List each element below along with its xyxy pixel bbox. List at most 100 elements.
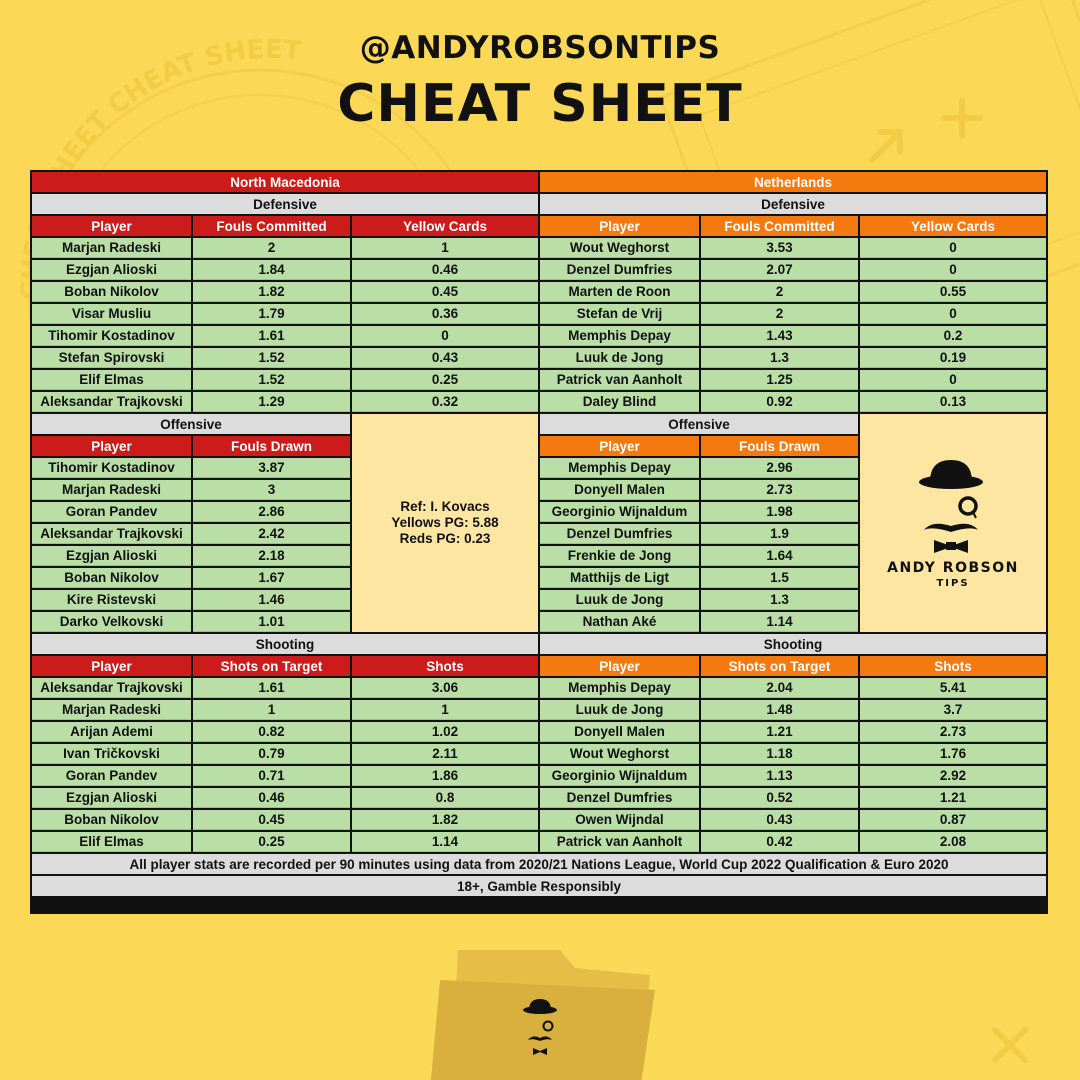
- shooting-header-cell: Shots: [352, 656, 538, 676]
- shooting-header-cell: Player: [540, 656, 699, 676]
- shooting-header-cell: Shots: [860, 656, 1046, 676]
- shooting-header-cell: Shots on Target: [701, 656, 858, 676]
- defensive-header-cell: Fouls Committed: [701, 216, 858, 236]
- page-title: CHEAT SHEET: [337, 74, 743, 134]
- stat-value-cell: 1.61: [193, 326, 350, 346]
- stat-value-cell: 0.45: [352, 282, 538, 302]
- stat-value-cell: 1.86: [352, 766, 538, 786]
- player-name-cell: Aleksandar Trajkovski: [32, 678, 191, 698]
- stat-value-cell: 2: [701, 282, 858, 302]
- player-name-cell: Donyell Malen: [540, 480, 699, 500]
- stat-value-cell: 0.43: [701, 810, 858, 830]
- player-name-cell: Boban Nikolov: [32, 282, 191, 302]
- player-name-cell: Stefan de Vrij: [540, 304, 699, 324]
- player-name-cell: Marten de Roon: [540, 282, 699, 302]
- stat-value-cell: 3.87: [193, 458, 350, 478]
- player-name-cell: Stefan Spirovski: [32, 348, 191, 368]
- player-name-cell: Ezgjan Alioski: [32, 788, 191, 808]
- player-name-cell: Memphis Depay: [540, 458, 699, 478]
- stat-value-cell: 1.9: [701, 524, 858, 544]
- stat-value-cell: 1.84: [193, 260, 350, 280]
- stat-value-cell: 1.61: [193, 678, 350, 698]
- team-header-left: North Macedonia: [32, 172, 538, 192]
- stat-value-cell: 0.45: [193, 810, 350, 830]
- shooting-header-cell: Shots on Target: [193, 656, 350, 676]
- stat-value-cell: 0: [860, 304, 1046, 324]
- stat-value-cell: 0: [860, 238, 1046, 258]
- player-name-cell: Matthijs de Ligt: [540, 568, 699, 588]
- stat-value-cell: 1.64: [701, 546, 858, 566]
- stat-value-cell: 0.55: [860, 282, 1046, 302]
- stat-value-cell: 2.08: [860, 832, 1046, 852]
- player-name-cell: Aleksandar Trajkovski: [32, 524, 191, 544]
- defensive-header-cell: Yellow Cards: [352, 216, 538, 236]
- stat-value-cell: 2.07: [701, 260, 858, 280]
- defensive-header-cell: Yellow Cards: [860, 216, 1046, 236]
- stat-value-cell: 0.43: [352, 348, 538, 368]
- stat-value-cell: 3.53: [701, 238, 858, 258]
- stat-value-cell: 0.32: [352, 392, 538, 412]
- stat-value-cell: 0.8: [352, 788, 538, 808]
- stat-value-cell: 1.18: [701, 744, 858, 764]
- player-name-cell: Nathan Aké: [540, 612, 699, 632]
- stat-value-cell: 0.42: [701, 832, 858, 852]
- stat-value-cell: 0.71: [193, 766, 350, 786]
- stat-value-cell: 1.43: [701, 326, 858, 346]
- stat-value-cell: 5.41: [860, 678, 1046, 698]
- logo-text-line1: ANDY ROBSON: [887, 559, 1019, 576]
- stat-value-cell: 3.06: [352, 678, 538, 698]
- player-name-cell: Marjan Radeski: [32, 238, 191, 258]
- stat-value-cell: 2.04: [701, 678, 858, 698]
- stat-value-cell: 0.46: [352, 260, 538, 280]
- player-name-cell: Wout Weghorst: [540, 238, 699, 258]
- stat-value-cell: 0.79: [193, 744, 350, 764]
- stat-value-cell: 1.14: [701, 612, 858, 632]
- stat-value-cell: 1.76: [860, 744, 1046, 764]
- stat-value-cell: 1: [352, 238, 538, 258]
- stat-value-cell: 2.11: [352, 744, 538, 764]
- player-name-cell: Denzel Dumfries: [540, 524, 699, 544]
- referee-line2: Yellows PG: 5.88: [391, 515, 499, 530]
- offensive-header-cell: Fouls Drawn: [193, 436, 350, 456]
- stat-value-cell: 1.52: [193, 370, 350, 390]
- player-name-cell: Memphis Depay: [540, 326, 699, 346]
- stat-value-cell: 2.73: [701, 480, 858, 500]
- stat-value-cell: 0.25: [352, 370, 538, 390]
- player-name-cell: Kire Ristevski: [32, 590, 191, 610]
- defensive-section-title: Defensive: [32, 194, 538, 214]
- player-name-cell: Ezgjan Alioski: [32, 260, 191, 280]
- referee-info-box: Ref: I. Kovacs Yellows PG: 5.88 Reds PG: 0…: [352, 414, 538, 632]
- stat-value-cell: 1.13: [701, 766, 858, 786]
- stat-value-cell: 1.21: [860, 788, 1046, 808]
- cheat-sheet-table: North Macedonia Netherlands Defensive Playe…: [30, 170, 1048, 914]
- player-name-cell: Patrick van Aanholt: [540, 370, 699, 390]
- player-name-cell: Marjan Radeski: [32, 480, 191, 500]
- stat-value-cell: 0.46: [193, 788, 350, 808]
- stat-value-cell: 0: [352, 326, 538, 346]
- player-name-cell: Darko Velkovski: [32, 612, 191, 632]
- player-name-cell: Ivan Tričkovski: [32, 744, 191, 764]
- player-name-cell: Boban Nikolov: [32, 810, 191, 830]
- shooting-section-title: Shooting: [32, 634, 538, 654]
- stat-value-cell: 3.7: [860, 700, 1046, 720]
- player-name-cell: Luuk de Jong: [540, 700, 699, 720]
- stat-value-cell: 1: [193, 700, 350, 720]
- stat-value-cell: 1.52: [193, 348, 350, 368]
- player-name-cell: Goran Pandev: [32, 766, 191, 786]
- player-name-cell: Frenkie de Jong: [540, 546, 699, 566]
- player-name-cell: Luuk de Jong: [540, 348, 699, 368]
- stat-value-cell: 2.73: [860, 722, 1046, 742]
- stat-value-cell: 1.82: [352, 810, 538, 830]
- shooting-header-cell: Player: [32, 656, 191, 676]
- player-name-cell: Patrick van Aanholt: [540, 832, 699, 852]
- stat-value-cell: 1.48: [701, 700, 858, 720]
- player-name-cell: Daley Blind: [540, 392, 699, 412]
- account-handle: @ANDYROBSONTIPS: [359, 30, 721, 66]
- stat-value-cell: 1.3: [701, 348, 858, 368]
- offensive-header-cell: Fouls Drawn: [701, 436, 858, 456]
- offensive-section-title: Offensive: [32, 414, 350, 434]
- player-name-cell: Goran Pandev: [32, 502, 191, 522]
- stat-value-cell: 0.82: [193, 722, 350, 742]
- stat-value-cell: 0.19: [860, 348, 1046, 368]
- stat-value-cell: 0.2: [860, 326, 1046, 346]
